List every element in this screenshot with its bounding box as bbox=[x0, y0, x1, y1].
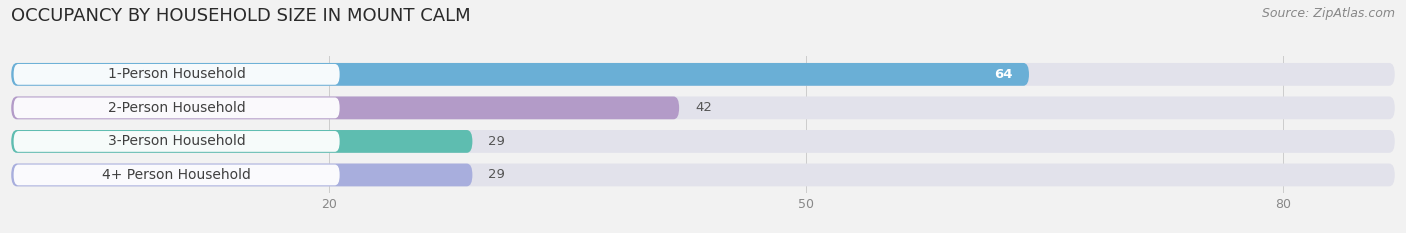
Text: Source: ZipAtlas.com: Source: ZipAtlas.com bbox=[1261, 7, 1395, 20]
Text: 3-Person Household: 3-Person Household bbox=[108, 134, 246, 148]
Text: 29: 29 bbox=[488, 135, 505, 148]
Text: 64: 64 bbox=[994, 68, 1014, 81]
Text: OCCUPANCY BY HOUSEHOLD SIZE IN MOUNT CALM: OCCUPANCY BY HOUSEHOLD SIZE IN MOUNT CAL… bbox=[11, 7, 471, 25]
FancyBboxPatch shape bbox=[11, 96, 1395, 119]
FancyBboxPatch shape bbox=[11, 63, 1029, 86]
FancyBboxPatch shape bbox=[11, 130, 1395, 153]
FancyBboxPatch shape bbox=[14, 64, 340, 85]
Text: 2-Person Household: 2-Person Household bbox=[108, 101, 246, 115]
FancyBboxPatch shape bbox=[14, 164, 340, 185]
FancyBboxPatch shape bbox=[14, 131, 340, 152]
FancyBboxPatch shape bbox=[11, 164, 1395, 186]
FancyBboxPatch shape bbox=[11, 63, 1395, 86]
FancyBboxPatch shape bbox=[11, 164, 472, 186]
FancyBboxPatch shape bbox=[11, 130, 472, 153]
Text: 4+ Person Household: 4+ Person Household bbox=[103, 168, 252, 182]
Text: 42: 42 bbox=[695, 101, 711, 114]
FancyBboxPatch shape bbox=[14, 97, 340, 118]
FancyBboxPatch shape bbox=[11, 96, 679, 119]
Text: 29: 29 bbox=[488, 168, 505, 182]
Text: 1-Person Household: 1-Person Household bbox=[108, 67, 246, 81]
